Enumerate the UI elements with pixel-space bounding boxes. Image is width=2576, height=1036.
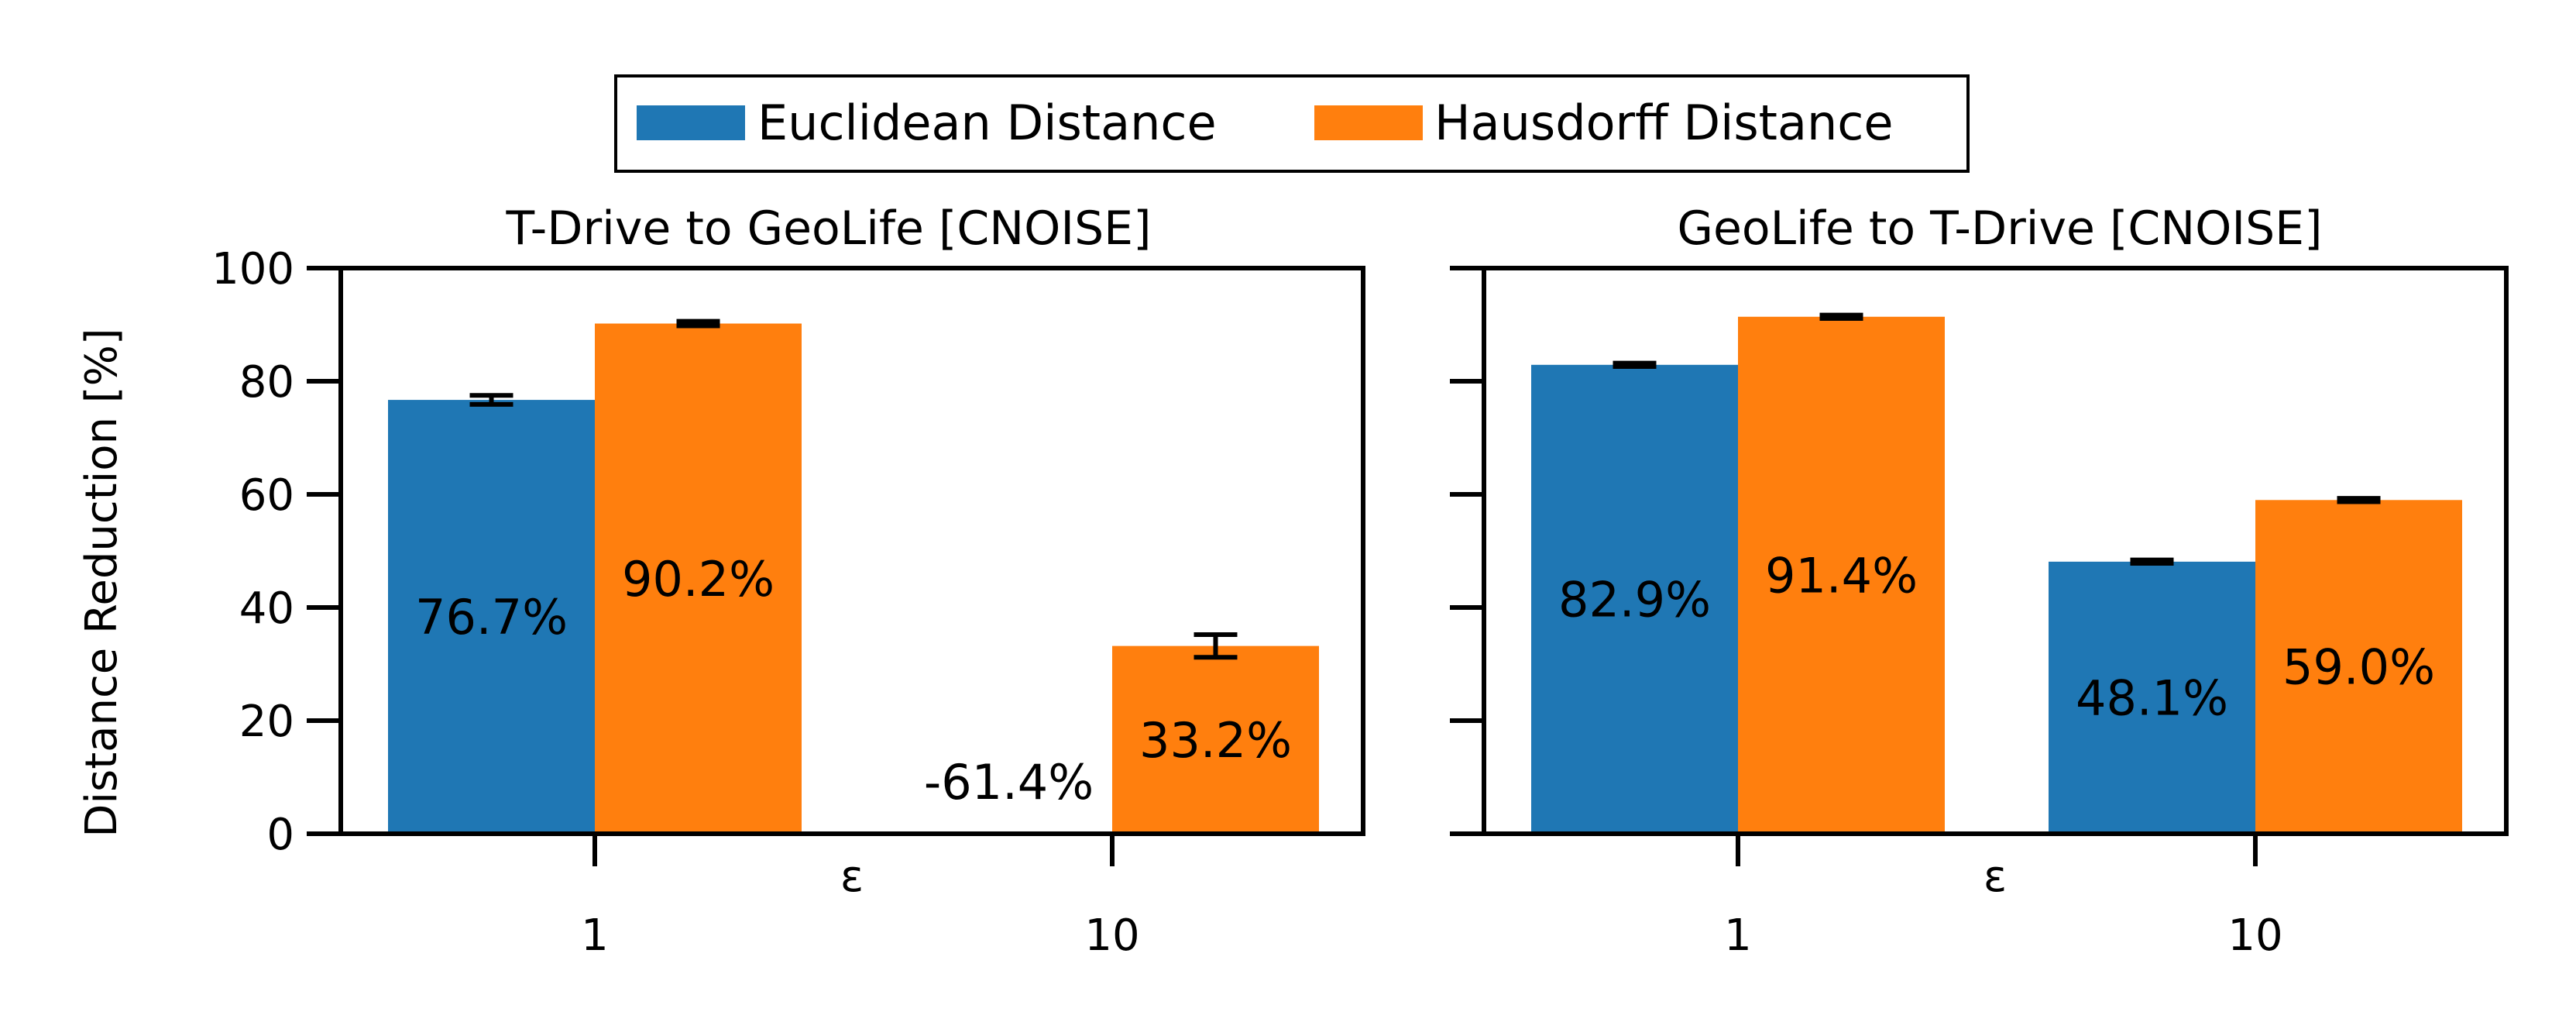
y-axis-label: Distance Reduction [%] xyxy=(77,328,127,837)
data-label: 76.7% xyxy=(415,589,568,645)
legend-swatch-euclidean xyxy=(637,105,745,140)
error-bar xyxy=(1819,312,1863,321)
panel-geolife-to-tdrive: GeoLife to T-Drive [CNOISE] 82.9% 48.1% 91… xyxy=(1450,201,2509,961)
bar-euclidean-eps-10 xyxy=(2049,561,2255,834)
x-tick-label: 10 xyxy=(1084,910,1139,961)
y-tick-label: 80 xyxy=(239,357,294,408)
error-bar xyxy=(469,393,513,407)
data-label: 91.4% xyxy=(1765,547,1918,604)
bar-euclidean-eps-1 xyxy=(388,400,595,834)
legend-label-hausdorff: Hausdorff Distance xyxy=(1434,95,1894,151)
error-bar xyxy=(676,318,720,329)
x-tick-label: 1 xyxy=(581,910,609,961)
data-label: 48.1% xyxy=(2076,669,2228,726)
bar-hausdorff-eps-1 xyxy=(595,323,802,834)
legend-swatch-hausdorff xyxy=(1314,105,1423,140)
x-axis-label: ε xyxy=(840,852,864,902)
y-tick-label: 0 xyxy=(266,810,294,860)
error-bar xyxy=(2130,557,2174,566)
data-label: 82.9% xyxy=(1558,571,1711,628)
legend: Euclidean Distance Hausdorff Distance xyxy=(614,74,1970,173)
panel-tdrive-to-geolife: T-Drive to GeoLife [CNOISE] 76.7% -61.4% 9… xyxy=(211,201,1365,961)
data-label: 33.2% xyxy=(1139,712,1292,769)
error-bar xyxy=(1194,632,1238,660)
x-axis-label: ε xyxy=(1984,852,2007,902)
legend-frame xyxy=(614,74,1970,173)
panel-title: GeoLife to T-Drive [CNOISE] xyxy=(1678,201,2323,256)
bar-hausdorff-eps-1 xyxy=(1738,316,1945,834)
bar-euclidean-eps-1 xyxy=(1531,364,1738,835)
bar-hausdorff-eps-10 xyxy=(2255,500,2462,834)
bar-hausdorff-eps-10 xyxy=(1112,645,1319,834)
data-label: 90.2% xyxy=(622,551,775,607)
error-bar xyxy=(2337,496,2381,504)
plot-frame xyxy=(338,266,1365,836)
x-tick-label: 1 xyxy=(1724,910,1752,961)
y-tick-label: 100 xyxy=(211,244,294,294)
legend-label-euclidean: Euclidean Distance xyxy=(757,95,1217,151)
panel-title: T-Drive to GeoLife [CNOISE] xyxy=(506,201,1152,256)
error-bar xyxy=(1613,360,1657,370)
data-label: 59.0% xyxy=(2282,639,2435,696)
y-tick-label: 60 xyxy=(239,470,294,521)
x-tick-label: 10 xyxy=(2227,910,2282,961)
y-tick-label: 20 xyxy=(239,697,294,747)
data-label: -61.4% xyxy=(924,754,1094,811)
y-tick-label: 40 xyxy=(239,583,294,634)
plot-frame xyxy=(1482,266,2509,836)
